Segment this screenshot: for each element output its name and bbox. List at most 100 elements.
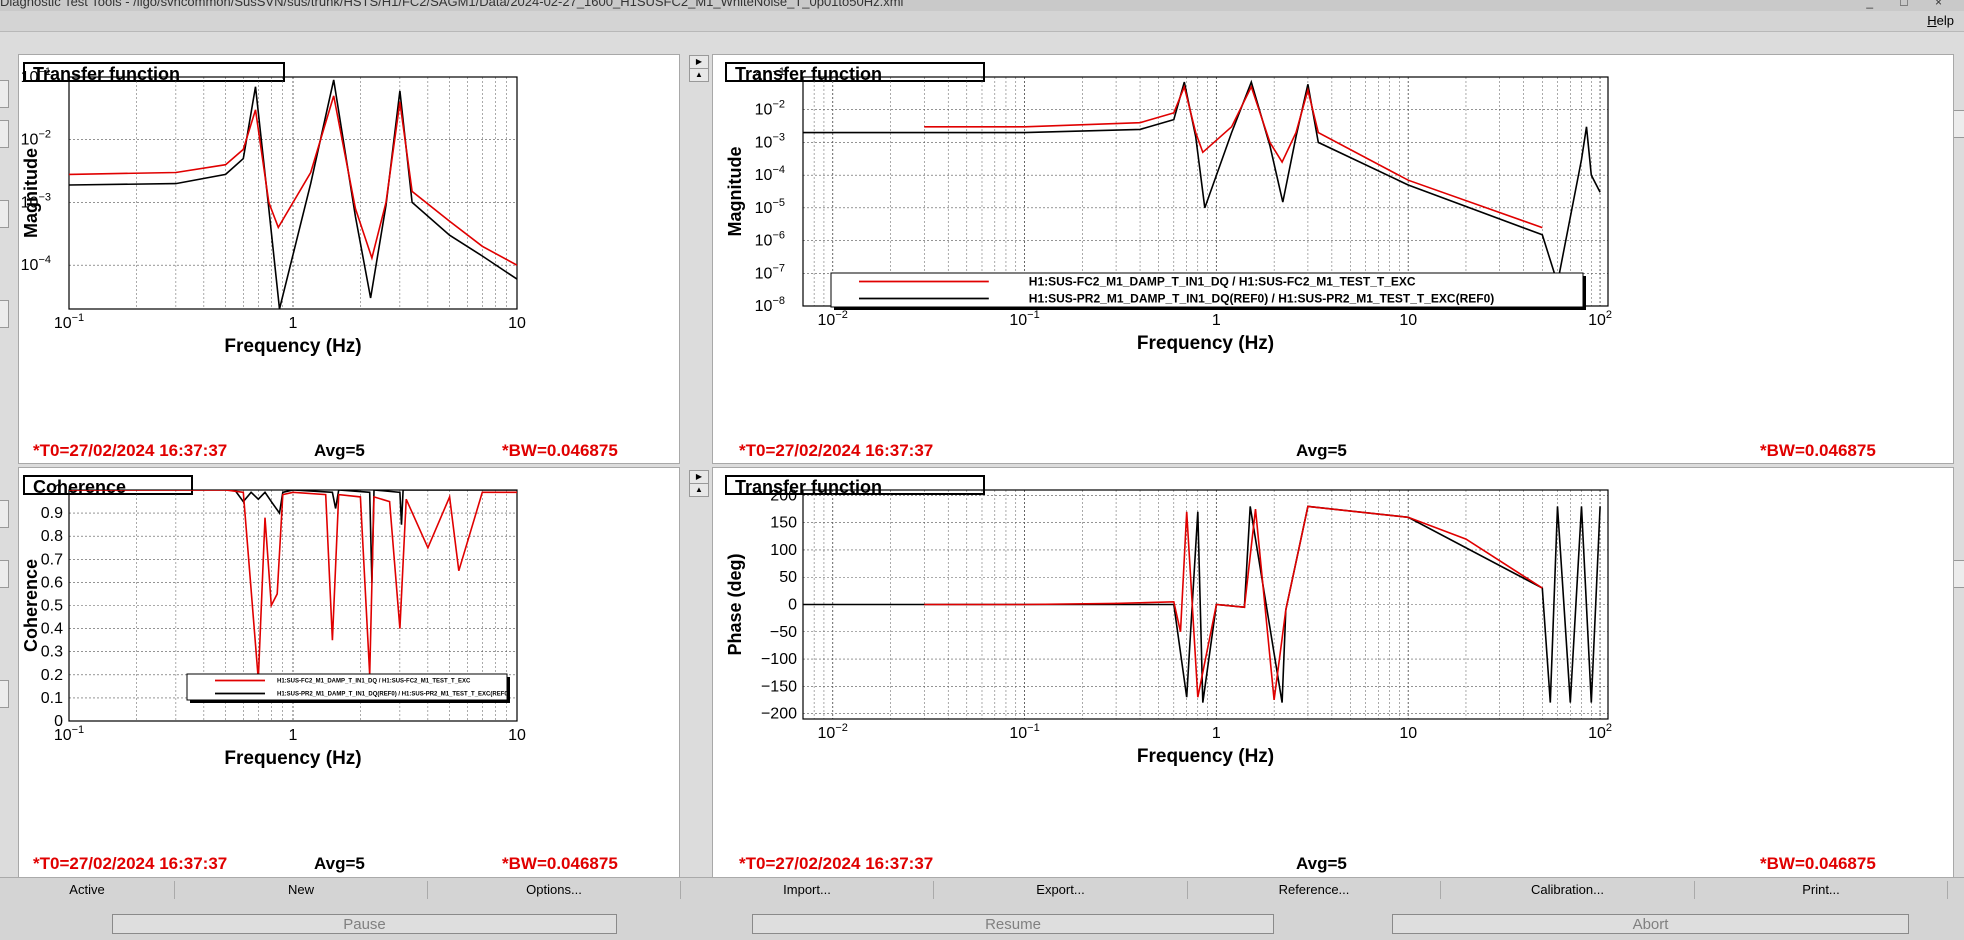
footer-bw: *BW=0.046875 [502, 854, 618, 873]
coherence-chart[interactable]: 10−1 1 1010.90.80.70.60.50.40.30.20.10Freq… [19, 468, 679, 878]
plot-panel-coherence[interactable]: Coherence 10−1 1 10 1 0.9 0.8 0.7 0.6 0.5 0.4 0.3 0… [18, 467, 680, 879]
y-tick-label: −150 [761, 678, 797, 695]
y-tick-label: 10−2 [755, 99, 785, 119]
series-line-reference [803, 505, 1601, 703]
tab-calibration[interactable]: Calibration... [1441, 881, 1695, 899]
pad-next-button[interactable]: ▶ [689, 55, 709, 69]
footer-t0: *T0=27/02/2024 16:37:37 [739, 441, 934, 460]
resume-button[interactable]: Resume [752, 914, 1274, 934]
footer-t0: *T0=27/02/2024 16:37:37 [739, 854, 934, 873]
footer-avg: Avg=5 [1296, 854, 1347, 873]
x-tick-label: 1 [289, 727, 298, 744]
x-tick-label: 10 [1399, 312, 1417, 329]
left-scroll-stub[interactable] [0, 120, 9, 148]
legend-entry: H1:SUS-FC2_M1_DAMP_T_IN1_DQ / H1:SUS-FC2… [1029, 275, 1416, 289]
legend-entry: H1:SUS-PR2_M1_DAMP_T_IN1_DQ(REF0) / H1:S… [1029, 292, 1494, 306]
x-tick-label: 10−1 [54, 312, 84, 332]
left-scroll-stub[interactable] [0, 80, 9, 108]
tab-print[interactable]: Print... [1695, 881, 1948, 899]
phase-chart[interactable]: 10−2 10−1 1 10 102 200 150 100 50 0 −50 −100 −150 −20… [713, 468, 1953, 878]
y-tick-label: 200 [770, 487, 797, 504]
left-scroll-stub[interactable] [0, 560, 9, 588]
series-line-current [69, 95, 517, 266]
footer-bw: *BW=0.046875 [502, 441, 618, 460]
series-line-reference [803, 79, 1601, 284]
footer-t0: *T0=27/02/2024 16:37:37 [33, 854, 228, 873]
y-tick-label: 10−6 [755, 230, 785, 250]
y-tick-label: 10−5 [755, 197, 785, 217]
left-scroll-stub[interactable] [0, 200, 9, 228]
legend-box [830, 272, 1584, 308]
x-tick-label: 102 [1588, 722, 1612, 742]
y-axis-label: Coherence [21, 559, 41, 652]
help-menu[interactable]: Help [1927, 13, 1954, 28]
legend-entry: H1:SUS-FC2_M1_DAMP_T_IN1_DQ / H1:SUS-FC2… [277, 679, 471, 685]
x-tick-label: 10 [508, 727, 526, 744]
footer-bw: *BW=0.046875 [1760, 441, 1876, 460]
plot-panel-magnitude-left[interactable]: Transfer function 10−1 1 10 10−1 10−2 10−3 10−… [18, 54, 680, 464]
tab-new[interactable]: New [175, 881, 428, 899]
x-axis-label: Frequency (Hz) [224, 748, 361, 769]
legend-box [186, 673, 508, 701]
series-line-current [69, 490, 517, 680]
x-tick-label: 10−1 [1009, 722, 1039, 742]
tab-options[interactable]: Options... [428, 881, 681, 899]
y-axis-label: Phase (deg) [725, 553, 745, 655]
left-scroll-stub[interactable] [0, 500, 9, 528]
y-tick-label: 10−7 [755, 262, 785, 282]
window-controls[interactable]: _ □ × [1866, 0, 1954, 9]
gridlines [802, 76, 1608, 307]
footer-avg: Avg=5 [314, 441, 365, 460]
legend-entry: H1:SUS-PR2_M1_DAMP_T_IN1_DQ(REF0) / H1:S… [277, 692, 510, 698]
y-tick-label: 0.4 [41, 621, 63, 638]
y-tick-label: −50 [770, 624, 797, 641]
x-tick-label: 1 [289, 315, 298, 332]
window-titlebar: Diagnostic Test Tools - /ligo/svncommon/… [0, 0, 1964, 11]
y-tick-label: 100 [770, 542, 797, 559]
abort-button[interactable]: Abort [1392, 914, 1909, 934]
x-tick-label: 10−2 [818, 309, 848, 329]
y-tick-label: 0.7 [41, 551, 63, 568]
x-axis-label: Frequency (Hz) [1137, 746, 1274, 767]
y-tick-label: 10−1 [21, 66, 51, 86]
pad-up-button[interactable]: ▲ [689, 483, 709, 497]
menubar: Help [0, 11, 1964, 32]
y-tick-label: 0.9 [41, 505, 63, 522]
y-tick-label: 10−2 [21, 129, 51, 149]
left-scroll-stub[interactable] [0, 300, 9, 328]
tab-import[interactable]: Import... [681, 881, 934, 899]
y-tick-label: −200 [761, 706, 797, 723]
footer-avg: Avg=5 [314, 854, 365, 873]
x-tick-label: 102 [1588, 309, 1612, 329]
tab-row: Active New Options... Import... Export..… [0, 877, 1964, 901]
pad-up-button[interactable]: ▲ [689, 68, 709, 82]
left-scroll-stub[interactable] [0, 680, 9, 708]
x-axis-label: Frequency (Hz) [224, 336, 361, 357]
y-tick-label: 10−8 [755, 295, 785, 315]
plot-panel-phase[interactable]: Transfer function 10−2 10−1 1 10 102 200 150 10… [712, 467, 1954, 879]
y-axis-label: Magnitude [21, 148, 41, 238]
y-tick-label: 0.6 [41, 574, 63, 591]
x-tick-label: 1 [1212, 725, 1221, 742]
y-tick-label: 0 [54, 713, 63, 730]
y-tick-label: 150 [770, 515, 797, 532]
y-tick-label: 50 [779, 569, 797, 586]
pad-next-button[interactable]: ▶ [689, 470, 709, 484]
y-tick-label: 0 [788, 597, 797, 614]
y-tick-label: 0.3 [41, 644, 63, 661]
tab-active[interactable]: Active [0, 881, 175, 899]
tab-reference[interactable]: Reference... [1188, 881, 1441, 899]
tab-export[interactable]: Export... [934, 881, 1188, 899]
y-tick-label: 0.1 [41, 690, 63, 707]
x-tick-label: 10−1 [1009, 309, 1039, 329]
plot-panel-magnitude-right[interactable]: Transfer function 10−2 10−1 1 10 102 10−1 10−2… [712, 54, 1954, 464]
y-axis-label: Magnitude [725, 147, 745, 237]
pause-button[interactable]: Pause [112, 914, 617, 934]
y-tick-label: 10−4 [755, 164, 785, 184]
y-tick-label: 10−1 [755, 66, 785, 86]
x-tick-label: 10 [1399, 725, 1417, 742]
gridlines [68, 76, 518, 309]
x-tick-label: 10−2 [818, 722, 848, 742]
magnitude-chart-right[interactable]: 10−2 10−1 1 10 102 10−1 10−2 10−3 10−4 10−5 10−6 10… [713, 55, 1953, 463]
